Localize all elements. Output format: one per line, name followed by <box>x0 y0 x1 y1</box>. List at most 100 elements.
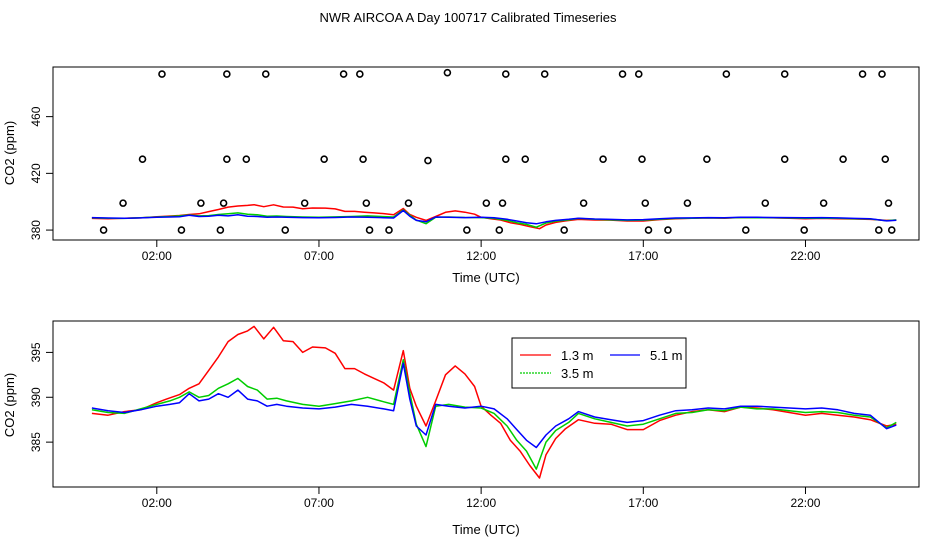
bottom-x-tick-label: 12:00 <box>466 496 496 510</box>
calibration-point <box>216 226 225 234</box>
top-x-axis-label: Time (UTC) <box>452 270 519 285</box>
legend-label-5-1m: 5.1 m <box>650 348 683 363</box>
calibration-point <box>683 199 692 207</box>
calibration-point <box>424 156 432 165</box>
calibration-point <box>638 155 646 163</box>
calibration-point <box>242 155 251 163</box>
calibration-point <box>881 155 890 163</box>
bottom-y-tick-label: 385 <box>29 432 43 452</box>
bottom-x-tick-label: 17:00 <box>628 496 658 510</box>
calibration-point <box>177 226 186 234</box>
calibration-point <box>878 70 886 78</box>
top-y-ticks: 380 420 460 <box>29 106 53 240</box>
calibration-point <box>404 199 413 207</box>
top-series-line-1-3-m <box>91 203 897 230</box>
top-x-ticks: 02:00 07:00 12:00 17:00 22:00 <box>142 240 821 263</box>
calibration-point <box>887 226 896 234</box>
calibration-point <box>560 226 568 234</box>
bottom-y-tick-label: 390 <box>29 387 43 407</box>
calibration-point <box>138 155 147 163</box>
bottom-x-axis-label: Time (UTC) <box>452 522 519 537</box>
calibration-point <box>495 226 504 234</box>
calibration-point <box>223 70 231 78</box>
calibration-point <box>641 199 650 207</box>
calibration-point <box>362 199 371 207</box>
legend-label-1-3m: 1.3 m <box>561 348 594 363</box>
bottom-x-tick-label: 07:00 <box>304 496 334 510</box>
bottom-x-tick-label: 02:00 <box>142 496 172 510</box>
calibration-point <box>385 226 393 234</box>
calibration-point <box>780 155 789 163</box>
calibration-point <box>644 226 653 234</box>
bottom-y-tick-label: 395 <box>29 342 43 362</box>
top-y-tick-label: 420 <box>29 163 43 183</box>
legend: 1.3 m 3.5 m 5.1 m <box>511 337 687 389</box>
calibration-point <box>359 155 367 163</box>
calibration-point <box>884 199 893 207</box>
bottom-y-axis-label: CO2 (ppm) <box>2 373 17 437</box>
calibration-point <box>339 70 348 78</box>
top-series-line-5-1-m <box>91 209 897 225</box>
top-x-tick-label: 22:00 <box>790 249 820 263</box>
top-x-tick-label: 02:00 <box>142 249 172 263</box>
bottom-x-ticks: 02:00 07:00 12:00 17:00 22:00 <box>142 487 821 510</box>
calibration-point <box>839 155 847 163</box>
calibration-point <box>599 155 607 163</box>
calibration-point <box>501 155 510 163</box>
top-x-tick-label: 12:00 <box>466 249 496 263</box>
calibration-point <box>197 199 205 207</box>
calibration-point <box>664 226 672 234</box>
calibration-point <box>482 199 491 207</box>
calibration-point <box>703 155 711 163</box>
calibration-point <box>261 70 270 78</box>
top-y-tick-label: 460 <box>29 106 43 126</box>
top-y-axis-label: CO2 (ppm) <box>2 121 17 185</box>
calibration-point <box>540 70 549 78</box>
calibration-point <box>501 70 510 78</box>
chart-title: NWR AIRCOA A Day 100717 Calibrated Times… <box>320 10 617 25</box>
calibration-point <box>365 226 374 234</box>
top-x-tick-label: 17:00 <box>628 249 658 263</box>
top-series-lines <box>91 203 897 230</box>
top-y-tick-label: 380 <box>29 220 43 240</box>
calibration-point <box>463 226 471 234</box>
top-panel: 02:00 07:00 12:00 17:00 22:00 380 420 460 Time… <box>2 66 920 285</box>
calibration-point <box>99 226 108 234</box>
calibration-point <box>618 70 627 78</box>
top-x-tick-label: 07:00 <box>304 249 334 263</box>
bottom-series-line-1-3-m <box>91 325 897 479</box>
calibration-point <box>634 70 643 78</box>
calibration-point <box>800 226 808 234</box>
calibration-point <box>443 68 452 77</box>
calibration-point <box>819 199 828 207</box>
bottom-panel: 02:00 07:00 12:00 17:00 22:00 385 390 395 Time… <box>2 320 920 537</box>
calibration-point <box>521 155 530 163</box>
calibration-point <box>761 199 770 207</box>
calibration-point <box>281 226 290 234</box>
top-plot-frame <box>52 66 920 241</box>
calibration-point <box>158 70 166 78</box>
calibration-point <box>223 155 231 163</box>
calibration-point <box>320 155 328 163</box>
calibration-point <box>858 70 867 78</box>
bottom-series-lines <box>91 325 897 479</box>
calibration-point <box>579 199 588 207</box>
top-calibration-points <box>99 68 896 234</box>
bottom-series-line-3-5-m <box>91 358 897 470</box>
calibration-point <box>498 199 507 207</box>
bottom-series-line-5-1-m <box>91 362 897 449</box>
calibration-point <box>874 226 883 234</box>
bottom-plot-frame <box>52 320 920 488</box>
calibration-point <box>741 226 750 234</box>
bottom-x-tick-label: 22:00 <box>790 496 820 510</box>
calibration-point <box>780 70 789 78</box>
calibration-point <box>300 199 309 207</box>
calibration-point <box>219 199 228 207</box>
calibration-point <box>722 70 731 78</box>
legend-label-3-5m: 3.5 m <box>561 366 594 381</box>
calibration-point <box>356 70 364 78</box>
calibration-point <box>119 199 127 207</box>
legend-box <box>511 337 687 389</box>
